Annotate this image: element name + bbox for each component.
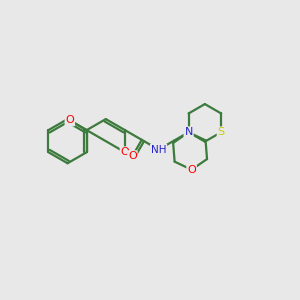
Text: NH: NH — [151, 145, 166, 154]
Text: O: O — [128, 151, 137, 161]
Text: S: S — [218, 127, 225, 137]
Text: N: N — [184, 127, 193, 137]
Text: O: O — [187, 165, 196, 175]
Text: O: O — [65, 116, 74, 125]
Text: O: O — [121, 147, 129, 157]
